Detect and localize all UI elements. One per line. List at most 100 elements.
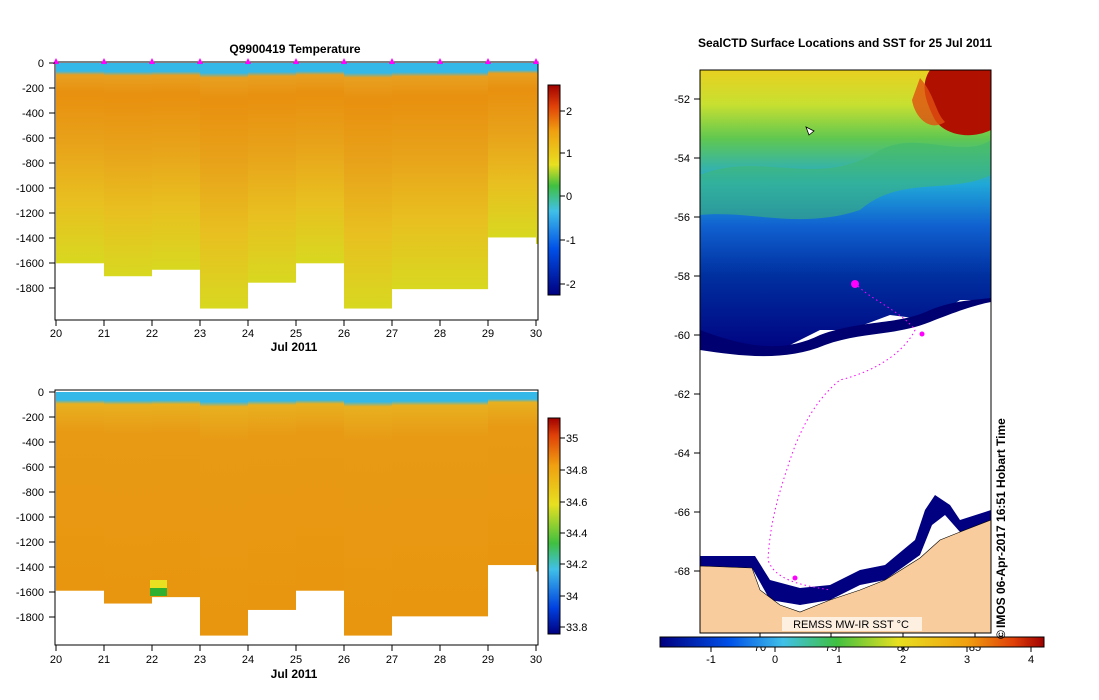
colorbar-tick-label: 0 <box>772 654 778 666</box>
x-tick-label: 22 <box>146 328 158 340</box>
y-tick-label: -1400 <box>16 562 44 574</box>
imos-credit: IMOS 06-Apr-2017 16:51 Hobart Time <box>994 418 1008 628</box>
map-frame <box>699 69 992 634</box>
profile-column <box>344 63 392 309</box>
profile-column <box>248 392 296 610</box>
x-axis-label: Jul 2011 <box>271 667 318 681</box>
profile-column <box>440 63 488 290</box>
x-tick-label: 28 <box>434 328 446 340</box>
seal-position <box>792 575 798 581</box>
x-tick-label: 29 <box>482 654 494 666</box>
x-tick-label: 21 <box>98 328 110 340</box>
profile-marker <box>197 58 203 64</box>
salinity-x-axis: 20 21 22 23 24 25 26 27 28 29 30 Jul 201… <box>50 645 542 681</box>
temperature-profiles <box>56 63 538 309</box>
profile-column <box>200 392 248 636</box>
y-tick-label: -200 <box>22 412 44 424</box>
temperature-title: Q9900419 Temperature <box>229 42 361 56</box>
lat-tick-label: -68 <box>674 566 690 578</box>
y-tick-label: 0 <box>38 58 44 70</box>
profile-column <box>536 63 538 244</box>
y-tick-label: -400 <box>22 108 44 120</box>
lat-tick-label: -62 <box>674 389 690 401</box>
colorbar-tick-label: 34.4 <box>566 528 587 540</box>
x-tick-label: 23 <box>194 328 206 340</box>
x-tick-label: 23 <box>194 654 206 666</box>
x-tick-label: 28 <box>434 654 446 666</box>
lat-tick-label: -58 <box>674 271 690 283</box>
profile-marker <box>293 58 299 64</box>
profile-marker <box>149 58 155 64</box>
profile-column <box>248 63 296 283</box>
temperature-colorbar: 2 1 0 -1 -2 <box>547 84 576 296</box>
x-tick-label: 24 <box>242 654 254 666</box>
profile-column <box>200 63 248 309</box>
colorbar-tick-label: 34 <box>566 591 578 603</box>
coastal-sst <box>700 495 991 605</box>
colorbar-tick-label: -2 <box>566 279 576 291</box>
profile-markers <box>53 58 539 64</box>
x-tick-label: 26 <box>338 328 350 340</box>
profile-column <box>296 63 344 264</box>
colorbar-tick-label: -1 <box>706 654 716 666</box>
lat-tick-label: -64 <box>674 448 690 460</box>
profile-marker <box>245 58 251 64</box>
sst-source-label: REMSS MW-IR SST °C <box>793 619 909 631</box>
colorbar-tick-label: 3 <box>964 654 970 666</box>
y-tick-label: -800 <box>22 487 44 499</box>
y-tick-label: -600 <box>22 462 44 474</box>
y-tick-label: -800 <box>22 158 44 170</box>
y-tick-label: -1600 <box>16 587 44 599</box>
profile-column <box>488 63 536 238</box>
profile-column <box>104 392 152 604</box>
x-tick-label: 25 <box>290 654 302 666</box>
sst-colorbar: -1 0 1 2 3 4 <box>659 636 1045 666</box>
profile-marker <box>101 58 107 64</box>
colorbar-tick-label: 1 <box>836 654 842 666</box>
y-tick-label: -1200 <box>16 208 44 220</box>
x-tick-label: 22 <box>146 654 158 666</box>
lat-tick-label: -66 <box>674 507 690 519</box>
salinity-y-axis: 0 -200 -400 -600 -800 -1000 -1200 -1400 … <box>16 387 55 624</box>
x-axis-label: Jul 2011 <box>271 340 318 354</box>
lat-tick-label: -52 <box>674 94 690 106</box>
fresh-water-patch <box>150 580 167 588</box>
colorbar-tick-label: -1 <box>566 235 576 247</box>
x-tick-label: 27 <box>386 654 398 666</box>
fresh-water-patch <box>150 588 167 596</box>
sst-front <box>700 140 991 220</box>
y-tick-label: -1800 <box>16 283 44 295</box>
y-tick-label: -1600 <box>16 258 44 270</box>
profile-marker <box>533 58 539 64</box>
y-tick-label: -1200 <box>16 537 44 549</box>
profile-column <box>56 392 104 591</box>
salinity-colorbar: 35 34.8 34.6 34.4 34.2 34 33.8 <box>547 417 587 635</box>
seal-position <box>919 331 925 337</box>
map-lat-axis: -52 -54 -56 -58 -60 -62 -64 -66 -68 <box>674 94 700 578</box>
lat-tick-label: -56 <box>674 212 690 224</box>
colorbar-tick-label: 33.8 <box>566 622 587 634</box>
x-tick-label: 30 <box>530 654 542 666</box>
temperature-heatmap <box>55 62 538 320</box>
y-tick-label: -1000 <box>16 512 44 524</box>
colorbar-tick-label: 34.8 <box>566 465 587 477</box>
y-tick-label: -1800 <box>16 612 44 624</box>
seal-track <box>767 282 916 591</box>
y-tick-label: -1400 <box>16 233 44 245</box>
lat-tick-label: -60 <box>674 330 690 342</box>
profile-column <box>392 392 440 617</box>
x-tick-label: 24 <box>242 328 254 340</box>
profile-column <box>536 392 538 572</box>
temperature-x-axis: 20 21 22 23 24 25 26 27 28 29 30 Jul 201… <box>50 320 542 354</box>
y-tick-label: -400 <box>22 437 44 449</box>
salinity-heatmap <box>55 390 538 645</box>
y-tick-label: 0 <box>38 387 44 399</box>
profile-column <box>488 392 536 566</box>
x-tick-label: 20 <box>50 654 62 666</box>
y-tick-label: -1000 <box>16 183 44 195</box>
x-tick-label: 21 <box>98 654 110 666</box>
colorbar-tick-label: 4 <box>1028 654 1034 666</box>
colorbar-tick-label: 0 <box>566 191 572 203</box>
x-tick-label: 25 <box>290 328 302 340</box>
seal-position <box>851 280 859 288</box>
